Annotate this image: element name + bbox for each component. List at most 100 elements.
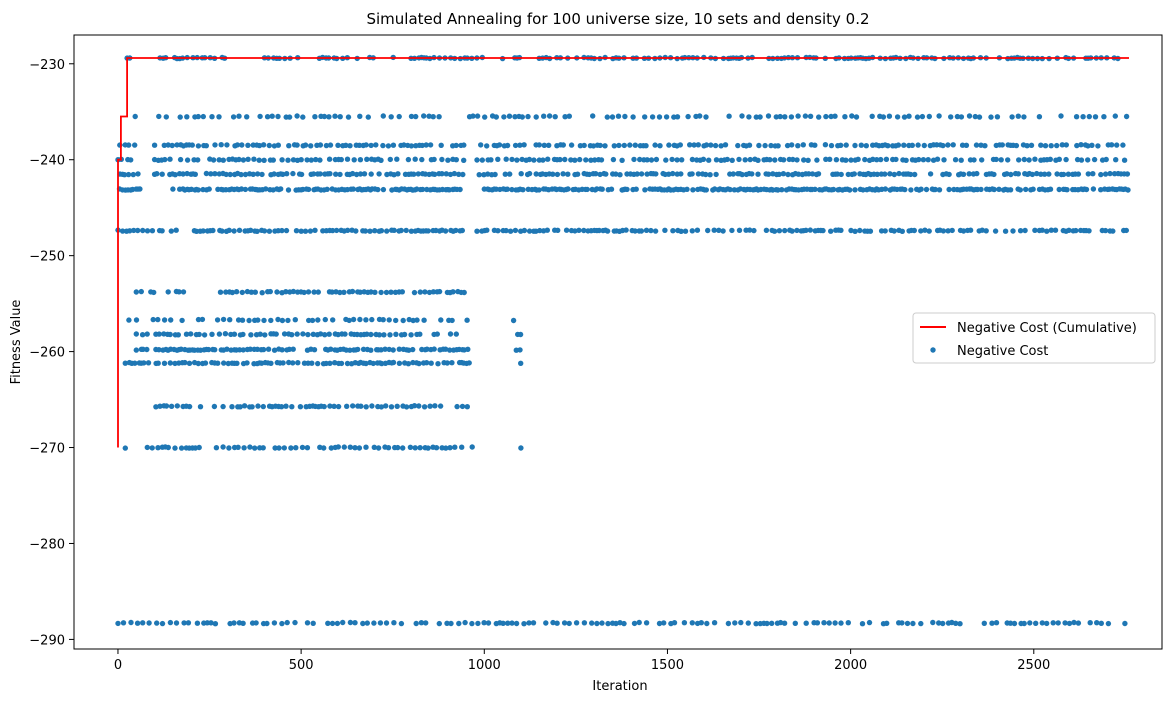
scatter-point (304, 157, 310, 163)
scatter-point (415, 171, 421, 177)
scatter-point (767, 157, 773, 163)
scatter-point (305, 360, 311, 366)
scatter-point (648, 227, 654, 234)
scatter-point (443, 445, 449, 451)
scatter-point (406, 347, 412, 353)
scatter-point (443, 171, 449, 177)
scatter-point (183, 331, 190, 337)
scatter-point (906, 113, 912, 119)
scatter-point (369, 316, 375, 323)
scatter-point (347, 143, 353, 149)
scatter-point (395, 171, 401, 177)
scatter-point (372, 289, 378, 295)
scatter-point (708, 142, 714, 148)
scatter-point (137, 186, 143, 192)
scatter-point (448, 620, 454, 627)
scatter-point (1022, 227, 1028, 234)
scatter-point (1114, 142, 1120, 148)
scatter-point (1041, 171, 1048, 177)
scatter-point (412, 156, 418, 162)
scatter-point (762, 142, 768, 149)
scatter-point (396, 113, 402, 120)
scatter-point (195, 157, 201, 163)
scatter-point (711, 620, 718, 626)
scatter-point (530, 620, 537, 626)
scatter-point (362, 228, 369, 234)
scatter-point (135, 227, 141, 234)
scatter-point (713, 171, 719, 178)
scatter-point (780, 171, 787, 177)
scatter-point (615, 113, 622, 119)
scatter-point (447, 445, 453, 451)
scatter-point (1047, 156, 1054, 162)
scatter-point (256, 157, 262, 163)
scatter-point (227, 317, 233, 323)
scatter-point (526, 170, 533, 177)
scatter-point (208, 620, 214, 626)
scatter-point (279, 317, 286, 324)
scatter-point (852, 187, 858, 193)
scatter-point (368, 142, 374, 149)
scatter-point (541, 142, 547, 148)
scatter-point (333, 171, 339, 177)
scatter-point (694, 227, 701, 233)
scatter-point (383, 289, 390, 296)
scatter-point (1066, 227, 1072, 233)
scatter-point (914, 114, 921, 120)
scatter-point (242, 171, 249, 178)
scatter-point (584, 186, 590, 193)
scatter-point (725, 620, 732, 627)
cumulative-line (117, 57, 1129, 448)
scatter-point (653, 156, 660, 163)
scatter-point (210, 157, 217, 163)
scatter-point (407, 444, 414, 450)
scatter-point (344, 156, 351, 162)
scatter-point (385, 143, 392, 149)
scatter-point (867, 228, 874, 234)
scatter-point (459, 227, 465, 234)
scatter-point (500, 620, 506, 626)
scatter-point (966, 113, 973, 119)
scatter-point (321, 113, 328, 120)
scatter-point (899, 620, 905, 626)
scatter-point (1113, 157, 1119, 163)
scatter-point (120, 620, 127, 626)
scatter-point (368, 347, 374, 353)
scatter-point (608, 186, 615, 192)
scatter-point (279, 620, 285, 627)
scatter-point (887, 171, 893, 177)
scatter-point (1013, 142, 1020, 149)
scatter-point (621, 620, 627, 627)
scatter-point (858, 142, 864, 148)
scatter-point (724, 156, 730, 163)
scatter-point (141, 360, 147, 366)
scatter-point (999, 142, 1005, 148)
scatter-point (782, 227, 788, 234)
scatter-point (299, 444, 306, 451)
scatter-point (705, 227, 711, 234)
scatter-point (1026, 157, 1032, 163)
scatter-point (408, 228, 415, 234)
scatter-point (843, 157, 849, 163)
scatter-point (248, 289, 255, 295)
scatter-point (423, 360, 430, 366)
scatter-point (993, 620, 1000, 626)
scatter-point (290, 346, 296, 352)
scatter-point (125, 171, 132, 178)
scatter-point (423, 620, 429, 626)
scatter-point (513, 620, 520, 627)
scatter-point (341, 289, 347, 295)
scatter-point (851, 171, 857, 177)
scatter-point (431, 171, 438, 177)
scatter-point (1002, 228, 1009, 234)
scatter-point (638, 171, 645, 177)
scatter-point (408, 113, 415, 120)
scatter-point (278, 186, 284, 192)
scatter-point (240, 347, 246, 353)
scatter-point (280, 360, 286, 366)
scatter-point (272, 445, 278, 451)
scatter-point (425, 445, 431, 451)
scatter-point (329, 227, 336, 234)
scatter-point (1071, 619, 1077, 626)
